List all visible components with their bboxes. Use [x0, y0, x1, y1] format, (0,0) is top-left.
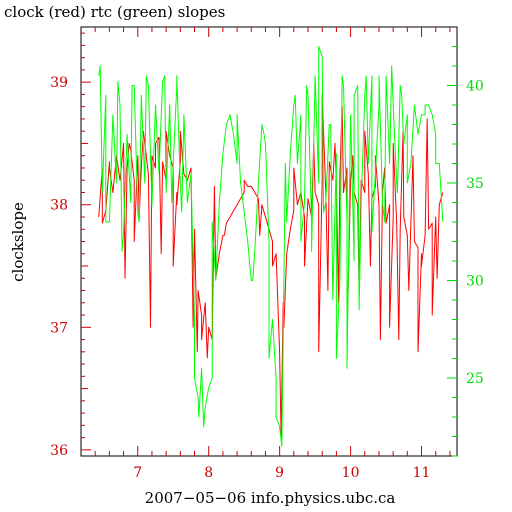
x-tick-label: 9 [275, 465, 284, 481]
axes: 7 8 9 10 11 36 37 38 39 25 30 35 40 [50, 27, 484, 481]
series-layer [98, 46, 444, 447]
x-axis-label: 2007−05−06 info.physics.ubc.ca [145, 489, 396, 507]
y-right-tick-label: 25 [466, 371, 484, 387]
y-right-tick-label: 40 [466, 79, 484, 95]
y-left-tick-label: 36 [50, 443, 68, 459]
y-right-tick-label: 30 [466, 274, 484, 290]
y-right-tick-label: 35 [466, 176, 484, 192]
x-tick-label: 7 [133, 465, 142, 481]
y-axis-label: clockslope [9, 202, 27, 282]
x-tick-label: 11 [413, 465, 431, 481]
x-tick-label: 10 [342, 465, 360, 481]
x-tick-label: 8 [204, 465, 213, 481]
chart-title: clock (red) rtc (green) slopes [4, 3, 225, 21]
y-left-tick-label: 37 [50, 320, 68, 336]
y-left-tick-label: 38 [50, 198, 68, 214]
y-left-tick-label: 39 [50, 75, 68, 91]
series-line-rtc [98, 46, 444, 447]
